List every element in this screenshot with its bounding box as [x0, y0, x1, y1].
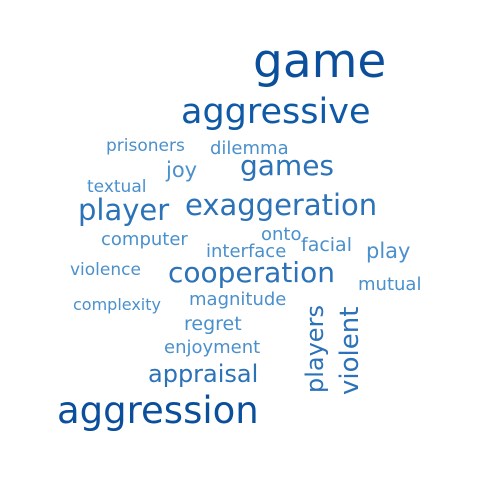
word-regret: regret [184, 313, 242, 335]
word-magnitude: magnitude [189, 289, 287, 310]
word-dilemma: dilemma [210, 138, 289, 159]
word-onto: onto [261, 224, 302, 245]
word-facial: facial [301, 234, 352, 256]
word-exaggeration: exaggeration [185, 188, 378, 222]
word-textual: textual [87, 177, 147, 197]
word-joy: joy [166, 158, 198, 182]
word-aggression: aggression [57, 389, 259, 432]
word-violent: violent [335, 306, 365, 395]
word-enjoyment: enjoyment [164, 337, 261, 358]
word-player: player [78, 193, 170, 227]
word-play: play [366, 239, 411, 263]
word-game: game [253, 34, 387, 89]
word-cooperation: cooperation [168, 256, 335, 289]
word-prisoners: prisoners [106, 136, 185, 156]
word-players: players [301, 305, 329, 393]
word-appraisal: appraisal [148, 360, 259, 388]
word-games: games [240, 149, 335, 182]
word-violence: violence [70, 260, 141, 280]
word-computer: computer [101, 229, 188, 250]
word-mutual: mutual [358, 274, 422, 295]
word-complexity: complexity [73, 295, 161, 314]
word-interface: interface [206, 241, 287, 262]
word-aggressive: aggressive [181, 92, 371, 132]
